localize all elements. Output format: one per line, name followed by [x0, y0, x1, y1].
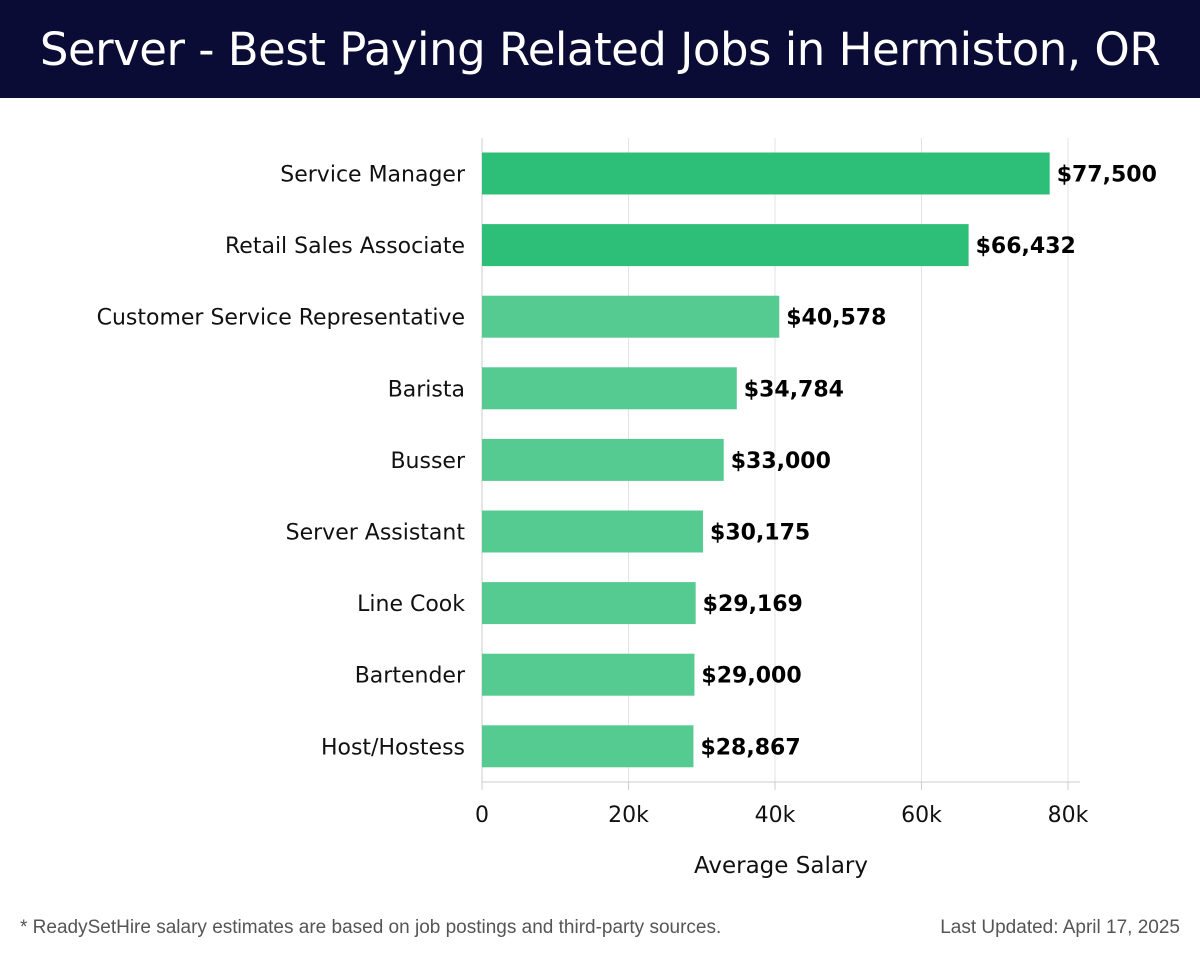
value-label: $66,432 — [976, 234, 1076, 259]
footer-note: * ReadySetHire salary estimates are base… — [20, 917, 722, 938]
value-label: $33,000 — [731, 449, 831, 474]
category-label: Server Assistant — [286, 521, 466, 546]
x-tick-label: 0 — [475, 803, 489, 828]
chart-header: Server - Best Paying Related Jobs in Her… — [0, 0, 1200, 98]
category-label: Customer Service Representative — [97, 306, 465, 331]
last-updated: Last Updated: April 17, 2025 — [940, 917, 1180, 938]
value-label: $77,500 — [1057, 163, 1157, 188]
salary-bar-chart: 0 20k 40k 60k 80k Service Manager $77,500 Retai… — [97, 138, 1157, 879]
category-label: Bartender — [355, 664, 466, 689]
x-tick-label: 60k — [901, 803, 942, 828]
x-tick-label: 40k — [755, 803, 796, 828]
category-label: Line Cook — [357, 592, 465, 617]
category-label: Host/Hostess — [321, 735, 465, 760]
x-tick-label: 80k — [1048, 803, 1089, 828]
bar — [482, 725, 694, 768]
chart-title: Server - Best Paying Related Jobs in Her… — [39, 22, 1161, 76]
value-label: $30,175 — [710, 521, 810, 546]
value-label: $29,000 — [701, 664, 801, 689]
category-label: Barista — [388, 377, 465, 402]
value-label: $28,867 — [700, 735, 800, 760]
category-label: Busser — [390, 449, 465, 474]
value-label: $29,169 — [703, 592, 803, 617]
bar — [482, 152, 1050, 195]
bar — [482, 224, 969, 267]
value-label: $40,578 — [786, 306, 886, 331]
bar — [482, 510, 704, 553]
bar — [482, 367, 737, 410]
bar — [482, 653, 695, 696]
category-label: Service Manager — [280, 163, 466, 188]
x-axis-title: Average Salary — [694, 853, 868, 879]
x-tick-label: 20k — [608, 803, 649, 828]
bar — [482, 582, 696, 625]
bars — [482, 152, 1050, 768]
category-label: Retail Sales Associate — [225, 234, 465, 259]
bar — [482, 295, 780, 338]
bar — [482, 438, 724, 481]
labels: 0 20k 40k 60k 80k Service Manager $77,500 Retai… — [97, 163, 1157, 829]
value-label: $34,784 — [744, 377, 844, 402]
